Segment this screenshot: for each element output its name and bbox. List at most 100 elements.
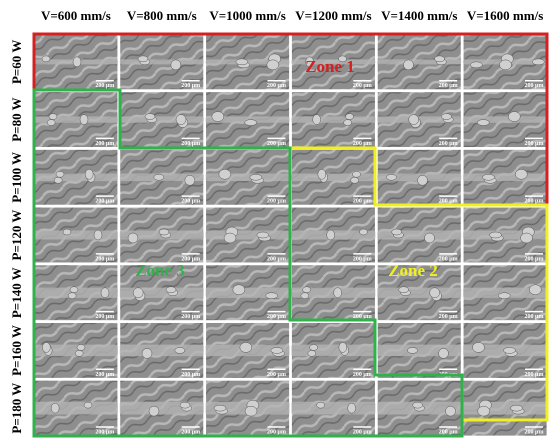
scale-bar-label: 200 μm <box>181 430 200 436</box>
zone-label: Zone 3 <box>135 261 185 280</box>
droplet <box>434 55 445 63</box>
melt-track <box>34 173 118 182</box>
droplet <box>256 231 270 239</box>
droplet <box>398 286 409 293</box>
scale-bar-label: 200 μm <box>525 199 544 205</box>
zone-label: Zone 2 <box>388 261 438 280</box>
droplet <box>305 56 314 68</box>
scale-bar-label: 200 μm <box>525 430 544 436</box>
scale-bar-label: 200 μm <box>525 372 544 378</box>
droplet <box>309 344 318 351</box>
droplet <box>67 292 77 299</box>
scale-bar-label: 200 μm <box>267 372 286 378</box>
scale-bar-label: 200 μm <box>525 314 544 320</box>
scale-bar-label: 200 μm <box>95 430 114 436</box>
droplet <box>53 177 63 184</box>
droplet <box>316 401 325 409</box>
melt-track <box>205 230 290 240</box>
droplet <box>347 402 356 414</box>
melt-track <box>463 173 547 182</box>
melt-track <box>205 116 290 123</box>
droplet <box>429 287 440 298</box>
droplet <box>403 59 414 71</box>
droplet <box>127 232 139 244</box>
droplet <box>84 169 94 180</box>
scale-bar-label: 200 μm <box>353 141 372 147</box>
droplet <box>72 56 82 68</box>
droplet <box>407 347 418 354</box>
droplet <box>175 114 187 125</box>
melt-track <box>34 116 118 123</box>
droplet <box>174 347 186 354</box>
droplet <box>343 119 352 126</box>
row-header: P=160 W <box>9 325 24 376</box>
droplet <box>244 119 257 126</box>
scale-bar-label: 200 μm <box>439 199 458 205</box>
row-header: P=140 W <box>9 267 24 318</box>
scale-bar-label: 200 μm <box>95 199 114 205</box>
melt-track <box>291 173 376 182</box>
droplet <box>438 348 449 359</box>
scale-bar-label: 200 μm <box>95 141 114 147</box>
droplet <box>184 175 196 186</box>
droplet <box>69 286 79 293</box>
melt-track <box>291 116 376 123</box>
droplet <box>312 114 321 125</box>
droplet <box>529 284 542 295</box>
melt-track <box>34 230 118 240</box>
droplet <box>132 287 144 298</box>
scale-bar-label: 200 μm <box>353 199 372 205</box>
droplet <box>359 228 368 236</box>
droplet <box>270 347 284 354</box>
droplet <box>499 59 512 71</box>
droplet <box>93 229 103 241</box>
scale-bar-label: 200 μm <box>353 372 372 378</box>
scale-bar-label: 200 μm <box>181 141 200 147</box>
scale-bar-label: 200 μm <box>95 372 114 378</box>
row-header: P=180 W <box>9 383 24 434</box>
droplet <box>211 111 225 122</box>
scale-bar-label: 200 μm <box>267 199 286 205</box>
melt-track <box>119 344 204 357</box>
droplet <box>232 284 246 295</box>
column-header: V=600 mm/s <box>41 8 111 23</box>
melt-track <box>463 401 547 415</box>
droplet <box>515 169 528 180</box>
droplet <box>239 342 253 353</box>
droplet <box>508 111 521 122</box>
melt-track <box>377 230 462 240</box>
melt-track <box>34 344 118 357</box>
scale-bar-label: 200 μm <box>525 256 544 262</box>
scale-bar-label: 200 μm <box>181 83 200 89</box>
scale-bar-label: 200 μm <box>353 83 372 89</box>
droplet <box>333 287 342 298</box>
scale-bar-label: 200 μm <box>267 314 286 320</box>
scale-bar-label: 200 μm <box>353 314 372 320</box>
scale-bar-label: 200 μm <box>267 256 286 262</box>
droplet <box>391 228 402 236</box>
droplet <box>265 292 278 299</box>
droplet <box>144 113 156 120</box>
scale-bar-label: 200 μm <box>525 141 544 147</box>
droplet <box>408 114 419 125</box>
melt-track <box>291 344 376 357</box>
melt-track <box>119 116 204 123</box>
droplet <box>41 55 51 63</box>
scale-bar-label: 200 μm <box>439 141 458 147</box>
droplet <box>153 174 165 181</box>
droplet <box>244 405 258 417</box>
droplet <box>300 292 310 299</box>
droplet <box>326 229 335 241</box>
melt-track <box>377 59 462 65</box>
column-header: V=1000 mm/s <box>209 8 285 23</box>
droplet <box>472 342 485 353</box>
scale-bar-label: 200 μm <box>439 314 458 320</box>
column-header: V=1400 mm/s <box>381 8 457 23</box>
droplet <box>50 402 60 414</box>
droplet <box>424 232 435 244</box>
melt-track <box>377 287 462 298</box>
droplet <box>48 113 58 120</box>
droplet <box>213 404 227 412</box>
scale-bar-label: 200 μm <box>525 83 544 89</box>
